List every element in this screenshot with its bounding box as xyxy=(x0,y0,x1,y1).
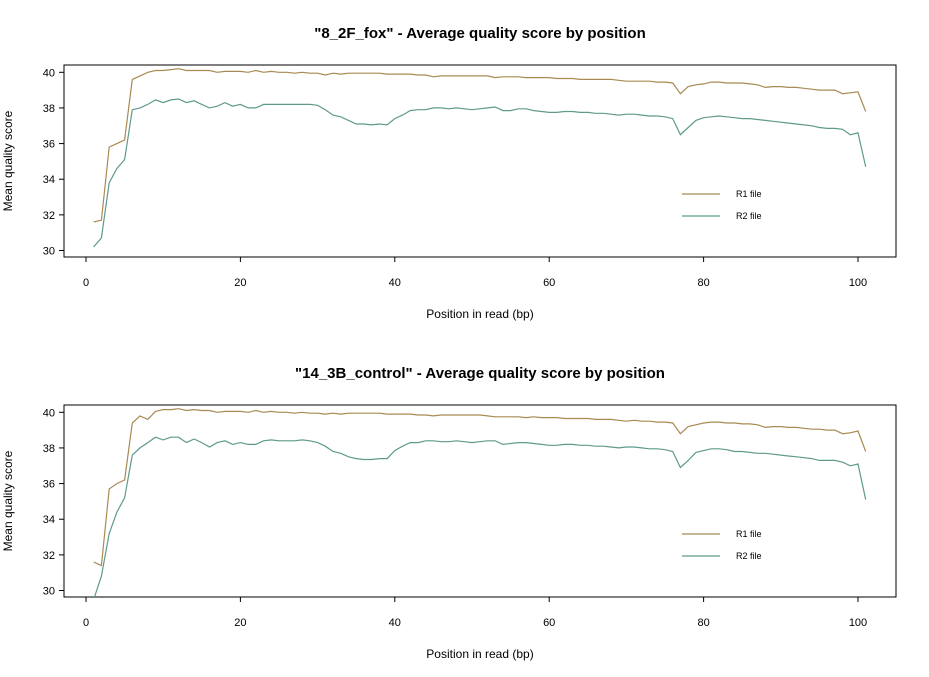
series-line-r1-file xyxy=(93,408,867,567)
x-tick-label: 60 xyxy=(543,277,555,289)
y-tick-label: 36 xyxy=(43,139,55,151)
x-axis-label: Position in read (bp) xyxy=(426,647,533,661)
x-tick-label: 20 xyxy=(234,617,246,629)
legend-label: R1 file xyxy=(736,529,762,539)
legend: R1 file R2 file xyxy=(682,529,762,561)
legend-label: R1 file xyxy=(736,189,762,199)
y-tick-label: 40 xyxy=(43,407,55,419)
y-tick-label: 36 xyxy=(43,479,55,491)
y-tick-label: 30 xyxy=(43,586,55,598)
series-line-r2-file xyxy=(93,98,867,248)
y-tick-label: 32 xyxy=(43,210,55,222)
x-tick-label: 0 xyxy=(83,277,89,289)
x-axis-label: Position in read (bp) xyxy=(426,307,533,321)
y-tick-label: 38 xyxy=(43,103,55,115)
y-tick-label: 32 xyxy=(43,550,55,562)
x-tick-label: 100 xyxy=(849,617,867,629)
quality-chart-8-2f-fox: "8_2F_fox" - Average quality score by po… xyxy=(1,25,897,321)
plot-frame xyxy=(63,404,897,598)
plot-frame xyxy=(63,64,897,258)
series-line-r2-file xyxy=(93,436,867,597)
x-tick-label: 80 xyxy=(697,277,709,289)
y-axis-label: Mean quality score xyxy=(1,450,15,551)
legend-label: R2 file xyxy=(736,551,762,561)
y-tick-label: 34 xyxy=(43,514,55,526)
x-tick-label: 0 xyxy=(83,617,89,629)
x-tick-label: 20 xyxy=(234,277,246,289)
y-tick-label: 40 xyxy=(43,67,55,79)
x-tick-label: 60 xyxy=(543,617,555,629)
x-tick-label: 80 xyxy=(697,617,709,629)
x-tick-label: 40 xyxy=(389,617,401,629)
legend-label: R2 file xyxy=(736,211,762,221)
chart-title: "8_2F_fox" - Average quality score by po… xyxy=(314,25,646,42)
chart-title: "14_3B_control" - Average quality score … xyxy=(295,365,665,382)
y-tick-label: 30 xyxy=(43,246,55,258)
quality-chart-14-3b-control: "14_3B_control" - Average quality score … xyxy=(1,365,897,661)
y-axis-label: Mean quality score xyxy=(1,110,15,211)
y-tick-label: 34 xyxy=(43,174,55,186)
x-tick-label: 100 xyxy=(849,277,867,289)
x-tick-label: 40 xyxy=(389,277,401,289)
y-tick-label: 38 xyxy=(43,443,55,455)
legend: R1 file R2 file xyxy=(682,189,762,221)
series-line-r1-file xyxy=(93,68,867,223)
